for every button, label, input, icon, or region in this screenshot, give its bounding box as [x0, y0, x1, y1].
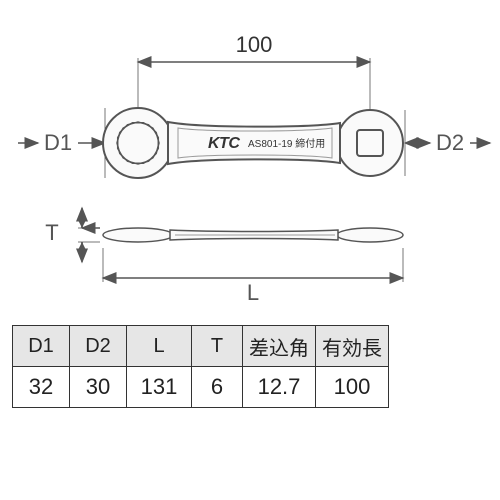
col-header: 差込角 [243, 326, 316, 367]
technical-diagram: 100 D1 D2 KTC AS801-19 締付用 T L [0, 0, 500, 310]
part-number: AS801-19 締付用 [248, 137, 325, 150]
cell-value: 6 [192, 367, 243, 408]
col-header: D1 [13, 326, 70, 367]
brand-label: KTC [208, 135, 240, 152]
cell-value: 100 [316, 367, 389, 408]
d1-label: D1 [44, 130, 72, 155]
col-header: D2 [70, 326, 127, 367]
cell-value: 30 [70, 367, 127, 408]
table-header-row: D1 D2 L T 差込角 有効長 [13, 326, 389, 367]
col-header: 有効長 [316, 326, 389, 367]
d2-label: D2 [436, 130, 464, 155]
col-header: L [127, 326, 192, 367]
cell-value: 12.7 [243, 367, 316, 408]
t-label: T [45, 220, 58, 245]
table-value-row: 32 30 131 6 12.7 100 [13, 367, 389, 408]
cell-value: 32 [13, 367, 70, 408]
spec-table: D1 D2 L T 差込角 有効長 32 30 131 6 12.7 100 [12, 325, 389, 408]
top-dim-value: 100 [236, 32, 273, 57]
l-label: L [247, 280, 259, 305]
col-header: T [192, 326, 243, 367]
cell-value: 131 [127, 367, 192, 408]
